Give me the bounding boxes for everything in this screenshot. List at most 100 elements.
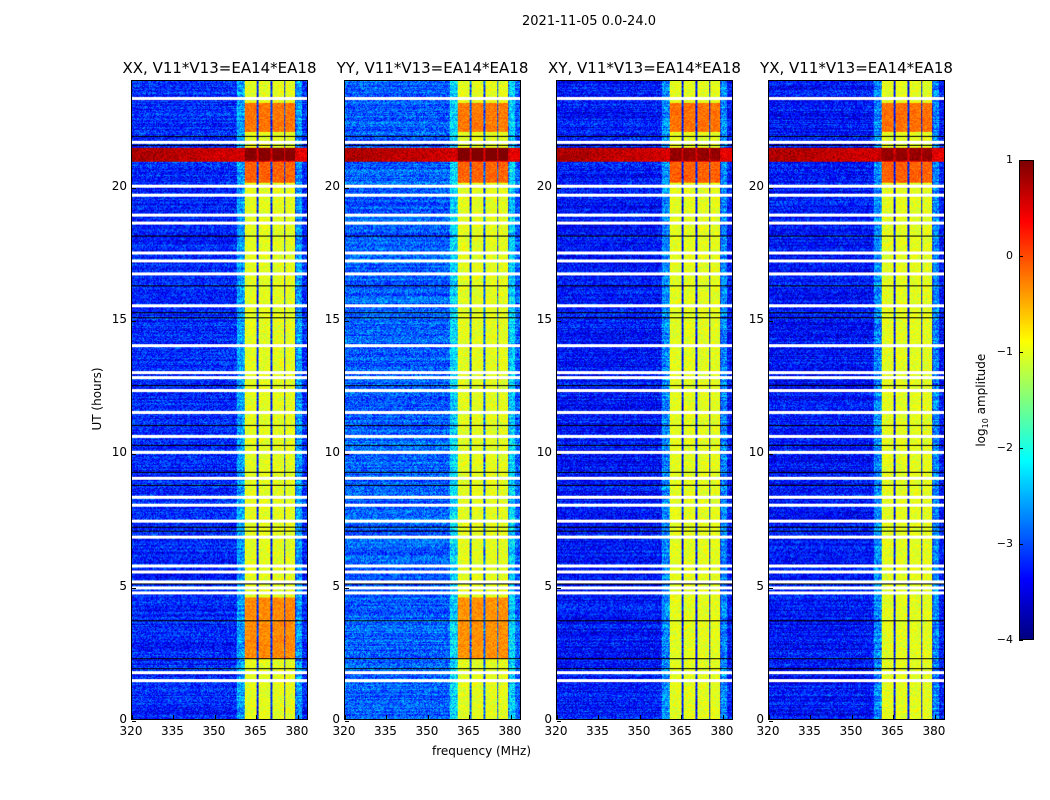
y-tick-label: 20	[324, 178, 340, 193]
y-tick-mark	[345, 454, 349, 456]
y-tick-label: 10	[111, 445, 127, 460]
y-tick-mark	[345, 187, 349, 189]
y-tick-mark	[132, 187, 136, 189]
spectrogram-heatmap	[132, 81, 307, 719]
x-tick-label: 320	[119, 724, 143, 738]
x-tick-label: 380	[498, 724, 522, 738]
x-tick-mark	[427, 715, 429, 719]
x-tick-label: 335	[161, 724, 184, 738]
x-tick-label: 320	[544, 724, 568, 738]
colorbar-gradient	[1020, 161, 1033, 639]
colorbar-tick-label: 1	[1006, 153, 1013, 166]
y-tick-label: 15	[748, 312, 764, 326]
y-tick-label: 0	[756, 712, 764, 726]
y-tick-mark	[769, 321, 773, 322]
figure-title: 2021-11-05 0.0-24.0	[522, 14, 656, 29]
y-tick-mark	[132, 587, 136, 589]
y-tick-label: 0	[544, 712, 552, 726]
y-tick-label: 0	[332, 712, 340, 726]
colorbar-tick-label: −4	[996, 633, 1013, 646]
x-tick-mark	[557, 715, 558, 719]
x-tick-mark	[851, 715, 853, 719]
x-tick-mark	[639, 715, 641, 719]
x-tick-mark	[934, 715, 936, 719]
x-tick-label: 365	[669, 724, 692, 738]
panel-title: XY, V11*V13=EA14*EA18	[548, 59, 741, 77]
x-tick-mark	[810, 715, 812, 719]
colorbar-tick-label: −2	[996, 441, 1013, 454]
x-tick-mark	[598, 715, 600, 719]
y-tick-label: 15	[536, 312, 552, 326]
y-tick-mark	[345, 587, 349, 589]
x-tick-label: 380	[922, 724, 946, 738]
x-tick-mark	[769, 715, 770, 719]
y-tick-label: 15	[111, 312, 127, 326]
spectrogram-panel	[768, 80, 945, 722]
x-tick-mark	[132, 715, 133, 719]
colorbar-label: log10 amplitude	[973, 353, 991, 447]
y-tick-mark	[557, 721, 561, 722]
y-tick-mark	[345, 321, 349, 322]
x-tick-label: 365	[457, 724, 480, 738]
x-tick-label: 335	[586, 724, 609, 738]
colorbar-tick-mark	[1019, 256, 1023, 257]
colorbar-tick-label: 0	[1006, 249, 1013, 262]
y-tick-mark	[557, 187, 561, 189]
y-tick-label: 10	[536, 445, 552, 460]
y-tick-label: 20	[111, 178, 127, 193]
x-tick-label: 365	[244, 724, 267, 738]
x-tick-label: 335	[374, 724, 397, 738]
x-tick-label: 365	[881, 724, 904, 738]
y-tick-mark	[132, 321, 136, 322]
y-tick-label: 20	[748, 178, 764, 193]
x-tick-label: 350	[839, 724, 863, 738]
x-tick-mark	[469, 715, 471, 719]
y-axis-label: UT (hours)	[90, 367, 104, 431]
x-tick-label: 380	[710, 724, 734, 738]
x-tick-mark	[173, 715, 175, 719]
x-tick-mark	[256, 715, 258, 719]
x-tick-mark	[722, 715, 724, 719]
colorbar-tick-label: −1	[996, 345, 1013, 358]
x-tick-label: 350	[202, 724, 226, 738]
panel-title: YY, V11*V13=EA14*EA18	[336, 59, 529, 77]
colorbar-tick-mark	[1019, 160, 1023, 161]
colorbar-tick-label: −3	[996, 537, 1013, 550]
spectrogram-heatmap	[769, 81, 944, 719]
y-tick-label: 5	[544, 578, 552, 593]
y-tick-label: 5	[119, 578, 127, 593]
colorbar-tick-mark	[1019, 544, 1023, 545]
y-tick-mark	[769, 721, 773, 722]
x-tick-mark	[345, 715, 346, 719]
colorbar	[1019, 160, 1034, 640]
x-tick-label: 320	[756, 724, 780, 738]
spectrogram-panel	[556, 80, 733, 722]
y-tick-label: 5	[332, 578, 340, 593]
x-tick-mark	[510, 715, 512, 719]
y-tick-label: 0	[119, 712, 127, 726]
y-tick-mark	[557, 321, 561, 322]
panel-title: XX, V11*V13=EA14*EA18	[122, 59, 317, 77]
y-tick-label: 20	[536, 178, 552, 193]
y-tick-mark	[132, 454, 136, 456]
y-tick-mark	[769, 187, 773, 189]
x-tick-mark	[214, 715, 216, 719]
y-tick-mark	[557, 587, 561, 589]
x-axis-label: frequency (MHz)	[432, 744, 532, 758]
spectrogram-panel	[131, 80, 308, 722]
y-tick-label: 10	[324, 445, 340, 460]
y-tick-mark	[557, 454, 561, 456]
colorbar-tick-mark	[1019, 352, 1023, 353]
spectrogram-heatmap	[557, 81, 732, 719]
y-tick-label: 10	[748, 445, 764, 460]
x-tick-mark	[681, 715, 683, 719]
y-tick-mark	[769, 454, 773, 456]
x-tick-label: 350	[627, 724, 651, 738]
y-tick-mark	[769, 587, 773, 589]
x-tick-label: 350	[415, 724, 439, 738]
x-tick-label: 320	[332, 724, 356, 738]
x-tick-mark	[893, 715, 895, 719]
colorbar-tick-mark	[1019, 448, 1023, 449]
y-tick-label: 5	[756, 578, 764, 593]
